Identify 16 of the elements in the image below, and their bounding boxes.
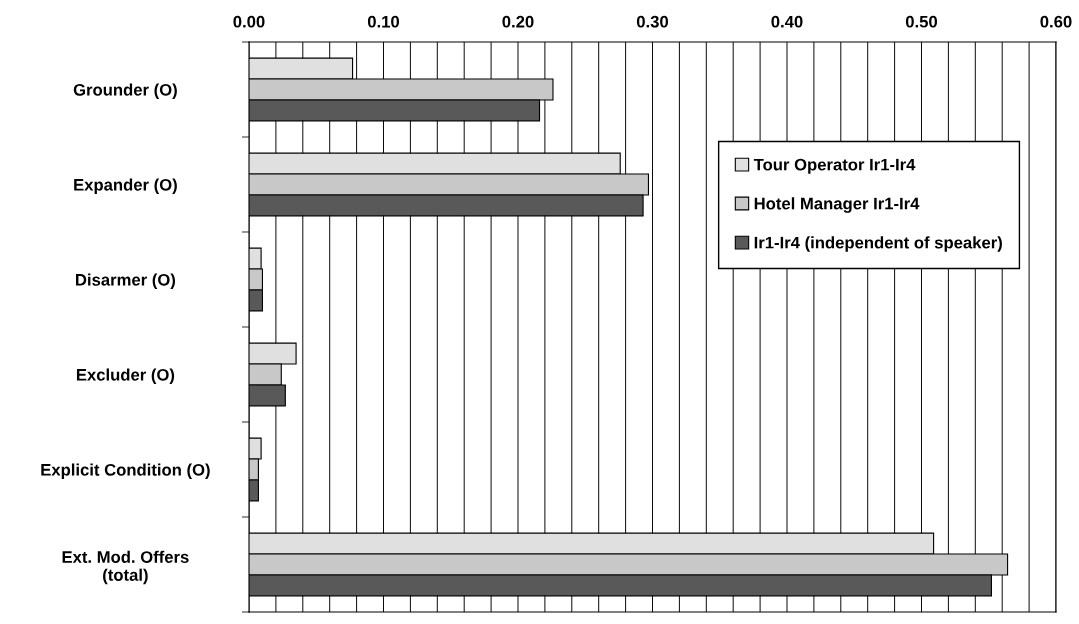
x-tick-label: 0.60 (1040, 15, 1072, 28)
y-tick-label: Disarmer (O) (76, 273, 176, 289)
y-tick-label: Ext. Mod. Offers (total) (62, 550, 189, 585)
y-tick-label: Excluder (O) (76, 368, 175, 384)
x-tick-label: 0.10 (367, 15, 400, 28)
legend-label: Ir1-Ir4 (independent of speaker) (754, 236, 1002, 252)
x-tick-label: 0.50 (905, 15, 938, 28)
x-tick-label: 0.20 (502, 15, 534, 28)
legend-label: Hotel Manager Ir1-Ir4 (754, 197, 920, 213)
y-tick-label: Explicit Condition (O) (41, 463, 210, 479)
legend-label: Tour Operator Ir1-Ir4 (753, 158, 916, 174)
x-tick-label: 0.30 (636, 15, 669, 28)
y-tick-label: Grounder (O) (73, 83, 177, 99)
x-tick-label: 0.00 (233, 15, 265, 28)
x-tick-label: 0.40 (771, 15, 803, 28)
y-tick-label: Expander (O) (74, 178, 177, 194)
